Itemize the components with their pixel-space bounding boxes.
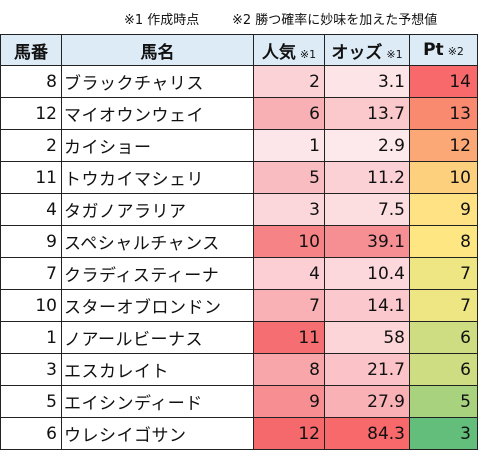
pt-footnote-mark: ※2 — [448, 45, 464, 58]
popularity-cell: 8 — [254, 354, 325, 386]
popularity-cell: 11 — [254, 322, 325, 354]
horse-name-cell: マイオウンウェイ — [62, 98, 254, 130]
odds-cell: 10.4 — [325, 258, 410, 290]
horse-number-cell: 11 — [1, 162, 62, 194]
popularity-cell: 5 — [254, 162, 325, 194]
popularity-cell: 1 — [254, 130, 325, 162]
pt-cell: 10 — [410, 162, 478, 194]
horse-number-cell: 6 — [1, 418, 62, 450]
odds-cell: 3.1 — [325, 66, 410, 98]
horse-name-cell: ウレシイゴサン — [62, 418, 254, 450]
pt-cell: 7 — [410, 258, 478, 290]
header-odds: オッズ ※1 — [325, 35, 410, 66]
pt-cell: 8 — [410, 226, 478, 258]
horse-name-cell: スターオブロンドン — [62, 290, 254, 322]
table-row: 9 スペシャルチャンス 10 39.1 8 — [1, 226, 478, 258]
header-pt: Pt ※2 — [410, 35, 478, 66]
horse-number-cell: 9 — [1, 226, 62, 258]
odds-cell: 7.5 — [325, 194, 410, 226]
popularity-cell: 9 — [254, 386, 325, 418]
horse-number-cell: 2 — [1, 130, 62, 162]
table-row: 7 クラディスティーナ 4 10.4 7 — [1, 258, 478, 290]
footnote-2: ※2 勝つ確率に妙味を加えた予想値 — [232, 9, 437, 28]
header-popularity: 人気 ※1 — [254, 35, 325, 66]
popularity-cell: 7 — [254, 290, 325, 322]
popularity-cell: 6 — [254, 98, 325, 130]
popularity-cell: 4 — [254, 258, 325, 290]
table-row: 1 ノアールビーナス 11 58 6 — [1, 322, 478, 354]
popularity-cell: 12 — [254, 418, 325, 450]
odds-cell: 2.9 — [325, 130, 410, 162]
pt-cell: 3 — [410, 418, 478, 450]
horse-number-cell: 8 — [1, 66, 62, 98]
table-row: 4 タガノアラリア 3 7.5 9 — [1, 194, 478, 226]
popularity-footnote-mark: ※1 — [300, 48, 316, 61]
pt-cell: 9 — [410, 194, 478, 226]
pt-cell: 13 — [410, 98, 478, 130]
odds-cell: 58 — [325, 322, 410, 354]
pt-cell: 6 — [410, 322, 478, 354]
horse-number-cell: 3 — [1, 354, 62, 386]
table-row: 8 ブラックチャリス 2 3.1 14 — [1, 66, 478, 98]
header-name: 馬名 — [62, 35, 254, 66]
footnote-bar: ※1 作成時点 ※2 勝つ確率に妙味を加えた予想値 — [0, 0, 479, 34]
popularity-cell: 3 — [254, 194, 325, 226]
horse-number-cell: 5 — [1, 386, 62, 418]
odds-footnote-mark: ※1 — [386, 48, 402, 61]
horse-number-cell: 10 — [1, 290, 62, 322]
horse-name-cell: ノアールビーナス — [62, 322, 254, 354]
horse-name-cell: トウカイマシェリ — [62, 162, 254, 194]
horse-name-cell: クラディスティーナ — [62, 258, 254, 290]
odds-cell: 14.1 — [325, 290, 410, 322]
horse-number-cell: 7 — [1, 258, 62, 290]
pt-cell: 14 — [410, 66, 478, 98]
odds-cell: 11.2 — [325, 162, 410, 194]
horse-name-cell: ブラックチャリス — [62, 66, 254, 98]
odds-cell: 13.7 — [325, 98, 410, 130]
popularity-cell: 2 — [254, 66, 325, 98]
horse-name-cell: タガノアラリア — [62, 194, 254, 226]
horse-name-cell: スペシャルチャンス — [62, 226, 254, 258]
horse-name-cell: カイショー — [62, 130, 254, 162]
horse-number-cell: 12 — [1, 98, 62, 130]
footnote-1: ※1 作成時点 — [124, 9, 199, 28]
horse-name-cell: エスカレイト — [62, 354, 254, 386]
table-row: 6 ウレシイゴサン 12 84.3 3 — [1, 418, 478, 450]
popularity-cell: 10 — [254, 226, 325, 258]
horse-number-cell: 1 — [1, 322, 62, 354]
table-row: 2 カイショー 1 2.9 12 — [1, 130, 478, 162]
horse-name-cell: エイシンディード — [62, 386, 254, 418]
table-row: 11 トウカイマシェリ 5 11.2 10 — [1, 162, 478, 194]
pt-cell: 5 — [410, 386, 478, 418]
odds-cell: 27.9 — [325, 386, 410, 418]
horse-number-cell: 4 — [1, 194, 62, 226]
table-row: 10 スターオブロンドン 7 14.1 7 — [1, 290, 478, 322]
table-row: 12 マイオウンウェイ 6 13.7 13 — [1, 98, 478, 130]
prediction-table: 馬番 馬名 人気 ※1 オッズ ※1 Pt ※2 8 ブラックチャリス 2 3.1 14 12 マ… — [0, 34, 478, 450]
header-row: 馬番 馬名 人気 ※1 オッズ ※1 Pt ※2 — [1, 35, 478, 66]
pt-cell: 7 — [410, 290, 478, 322]
odds-cell: 39.1 — [325, 226, 410, 258]
odds-cell: 84.3 — [325, 418, 410, 450]
table-row: 5 エイシンディード 9 27.9 5 — [1, 386, 478, 418]
header-number: 馬番 — [1, 35, 62, 66]
odds-cell: 21.7 — [325, 354, 410, 386]
table-row: 3 エスカレイト 8 21.7 6 — [1, 354, 478, 386]
pt-cell: 6 — [410, 354, 478, 386]
pt-cell: 12 — [410, 130, 478, 162]
